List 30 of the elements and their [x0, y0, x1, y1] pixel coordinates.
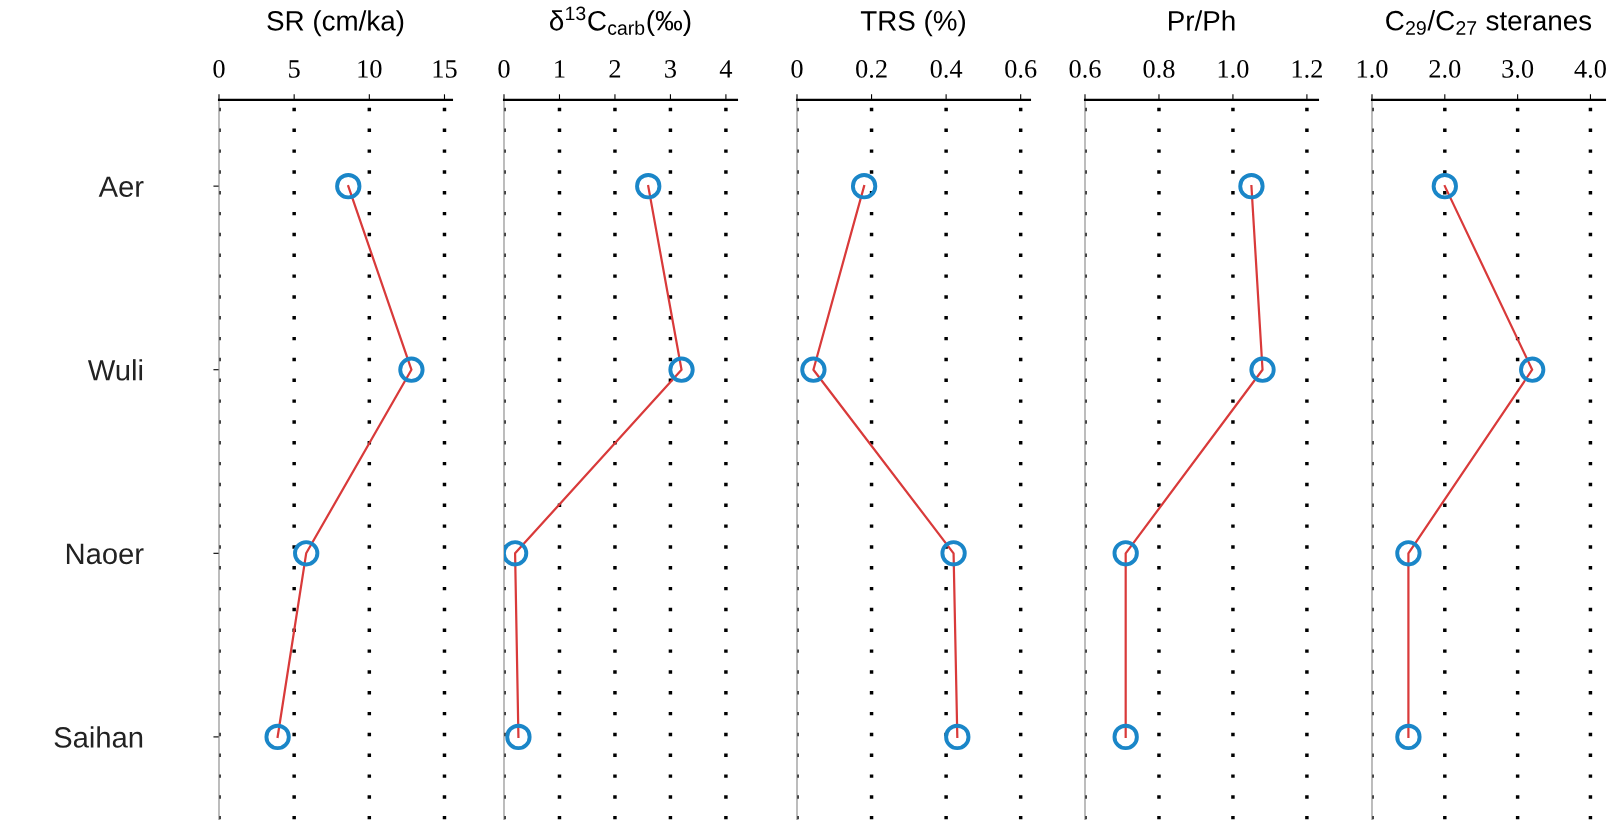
chart-title: Pr/Ph [1169, 10, 1235, 31]
x-tick-label: 0.4 [930, 60, 963, 78]
x-tick-label: 1.0 [1218, 60, 1249, 78]
x-tick-label: 2 [609, 60, 621, 78]
x-tick-label: 2.0 [1429, 60, 1461, 78]
y-tick-label: Aer [98, 176, 144, 197]
x-tick-label: 1.0 [1357, 60, 1388, 78]
y-tick-label: Saihan [54, 726, 143, 748]
x-tick-label: 0 [213, 60, 225, 78]
chart-title: δ$^{13}$C$_{carb}$(‰) [550, 6, 691, 37]
x-tick-label: 0.8 [1143, 60, 1175, 78]
x-tick-label: 3 [665, 60, 676, 78]
x-tick-label: 1 [555, 60, 565, 78]
x-tick-label: 4.0 [1574, 60, 1606, 78]
x-tick-label: 0.6 [1069, 60, 1101, 78]
x-tick-label: 5 [289, 60, 300, 78]
x-tick-label: 10 [358, 60, 382, 78]
chart-title: C$_{29}$/C$_{27}$ steranes [1386, 10, 1592, 35]
x-tick-label: 15 [433, 60, 457, 78]
y-tick-label: Wuli [87, 359, 143, 381]
chart-title: TRS (%) [860, 10, 966, 37]
x-tick-label: 0.6 [1005, 60, 1037, 78]
x-tick-label: 0 [791, 60, 803, 78]
x-tick-label: 0.2 [856, 60, 887, 78]
chart-title: SR (cm/ka) [267, 10, 404, 37]
x-tick-label: 1.2 [1292, 60, 1322, 78]
x-tick-label: 4 [719, 60, 733, 78]
y-tick-label: Naoer [66, 543, 144, 565]
x-tick-label: 3.0 [1502, 60, 1534, 78]
x-tick-label: 0 [498, 60, 510, 78]
